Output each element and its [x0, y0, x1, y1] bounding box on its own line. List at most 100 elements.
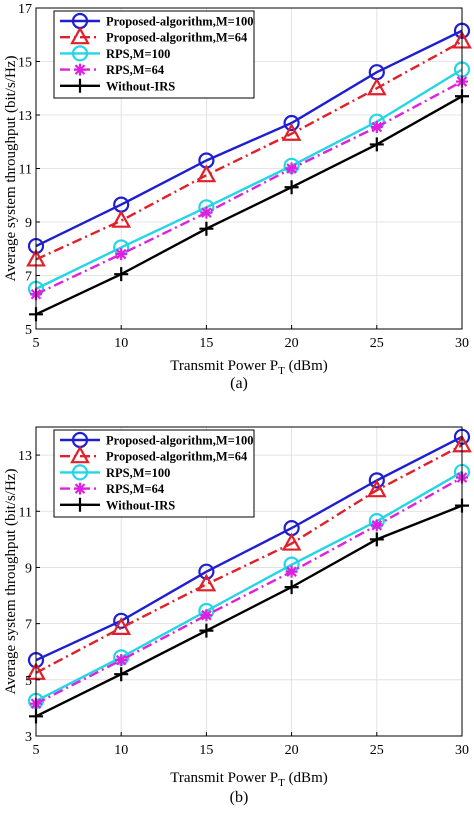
y-tick-label: 13: [18, 449, 32, 464]
y-tick-label: 5: [25, 323, 32, 338]
data-point: [284, 180, 299, 195]
legend-entry: RPS,M=100: [60, 464, 170, 481]
data-point: [285, 162, 298, 175]
y-tick-label: 9: [25, 216, 32, 231]
legend-label: Proposed-algorithm,M=100: [106, 434, 254, 448]
x-axis-label: Transmit Power PT (dBm): [170, 358, 327, 377]
legend-marker: [73, 497, 87, 512]
y-tick-label: 11: [19, 505, 32, 520]
y-tick-label: 15: [18, 56, 32, 71]
legend-marker: [74, 63, 86, 76]
y-axis-label: Average system throughput (bit/s/Hz): [3, 56, 19, 282]
x-tick-label: 15: [199, 743, 213, 758]
y-tick-label: 7: [25, 270, 32, 285]
data-point: [196, 164, 217, 183]
chart-panel-1: 5 10 15 20 25 30 5 7 9 11 13 15 17 Transmit Power PT …: [3, 2, 472, 392]
data-point: [199, 221, 214, 236]
legend-marker: [70, 445, 90, 464]
data-point: [113, 612, 130, 629]
series-line: [35, 470, 463, 702]
x-tick-label: 15: [199, 336, 213, 351]
legend-entry: Proposed-algorithm,M=100: [60, 431, 254, 449]
x-tick-label: 20: [285, 743, 299, 758]
legend-marker: [74, 482, 86, 495]
data-point: [114, 267, 129, 282]
y-tick-label: 9: [25, 561, 32, 576]
series-line: [35, 435, 463, 662]
data-point: [368, 472, 385, 489]
data-point: [283, 114, 300, 132]
x-axis-label: Transmit Power PT (dBm): [170, 770, 327, 789]
data-point: [370, 121, 383, 134]
data-point: [284, 580, 299, 595]
data-point: [198, 563, 215, 580]
data-point: [366, 77, 387, 96]
legend-entry: RPS,M=64: [60, 63, 165, 77]
legend-entry: RPS,M=64: [60, 482, 165, 496]
series-line: [35, 95, 463, 316]
series-group: [26, 22, 472, 322]
legend-marker: [70, 26, 90, 45]
legend-label: RPS,M=100: [106, 466, 170, 480]
series-line: [35, 476, 463, 705]
y-tick-label: 13: [18, 109, 32, 124]
y-axis-label: Average system throughput (bit/s/Hz): [3, 469, 19, 695]
legend-label: Proposed-algorithm,M=100: [106, 15, 254, 29]
legend-label: Proposed-algorithm,M=64: [106, 31, 248, 45]
data-point: [200, 206, 213, 219]
x-tick-label: 30: [455, 743, 469, 758]
data-point: [281, 532, 302, 551]
legend-entry: Proposed-algorithm,M=64: [60, 26, 248, 45]
legend-label: Without-IRS: [106, 498, 175, 512]
y-tick-label: 7: [25, 618, 32, 633]
series-3: [27, 61, 471, 297]
x-tick-label: 10: [114, 336, 128, 351]
series-line: [35, 68, 463, 290]
data-point: [285, 565, 298, 578]
legend-entry: Without-IRS: [60, 497, 175, 512]
y-tick-label: 3: [25, 730, 32, 745]
x-tick-label: 5: [33, 336, 40, 351]
series-line: [35, 29, 463, 248]
legend-entry: Without-IRS: [60, 78, 175, 93]
axes-box: [35, 426, 463, 737]
legend: Proposed-algorithm,M=100 Proposed-algorit…: [53, 10, 255, 99]
series-line: [35, 80, 463, 296]
data-point: [369, 532, 384, 547]
data-point: [114, 667, 129, 682]
legend-label: RPS,M=100: [106, 47, 170, 61]
data-point: [111, 209, 132, 228]
legend-entry: RPS,M=100: [60, 45, 170, 62]
series-line: [35, 444, 463, 674]
y-tick-label: 5: [25, 674, 32, 689]
data-point: [281, 122, 302, 141]
data-point: [115, 654, 128, 667]
data-point: [369, 137, 384, 152]
x-tick-label: 20: [285, 336, 299, 351]
legend-label: RPS,M=64: [106, 482, 165, 496]
legend-label: Proposed-algorithm,M=64: [106, 450, 248, 464]
x-tick-label: 5: [33, 743, 40, 758]
y-tick-label: 11: [19, 163, 32, 178]
legend: Proposed-algorithm,M=100 Proposed-algorit…: [53, 429, 255, 518]
data-point: [200, 609, 213, 622]
y-tick-label: 17: [18, 2, 32, 17]
x-tick-label: 25: [370, 743, 384, 758]
x-tick-label: 10: [114, 743, 128, 758]
data-point: [370, 519, 383, 532]
series-line: [35, 504, 463, 718]
legend-label: Without-IRS: [106, 79, 175, 93]
legend-marker: [71, 45, 89, 62]
data-point: [199, 623, 214, 638]
legend-label: RPS,M=64: [106, 63, 165, 77]
x-tick-label: 30: [455, 336, 469, 351]
data-point: [366, 479, 387, 498]
x-tick-label: 25: [370, 336, 384, 351]
panel-caption: (a): [230, 375, 248, 392]
legend-marker: [71, 464, 89, 481]
legend-marker: [73, 78, 87, 93]
data-point: [115, 248, 128, 261]
data-point: [111, 617, 132, 635]
